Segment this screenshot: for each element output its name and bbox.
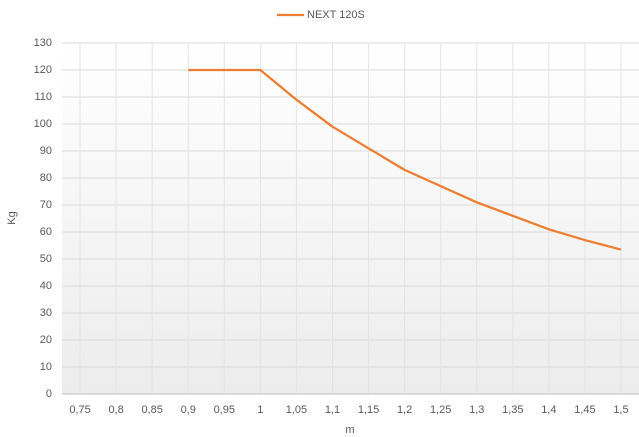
x-axis-label: m — [345, 424, 354, 436]
x-tick-label: 1,2 — [397, 404, 412, 416]
x-tick-label: 1,15 — [358, 404, 379, 416]
y-tick-label: 30 — [40, 307, 52, 319]
y-tick-label: 50 — [40, 253, 52, 265]
x-tick-label: 0,75 — [69, 404, 90, 416]
x-tick-label: 1,05 — [286, 404, 307, 416]
x-tick-label: 0,85 — [141, 404, 162, 416]
x-tick-label: 0,9 — [181, 404, 196, 416]
y-tick-label: 110 — [34, 91, 52, 103]
x-tick-label: 1,3 — [469, 404, 484, 416]
x-tick-label: 1,4 — [541, 404, 556, 416]
data-line — [188, 68, 622, 251]
y-tick-label: 60 — [40, 226, 52, 238]
y-axis-label: Kg — [6, 211, 18, 224]
legend-label: NEXT 120S — [307, 9, 365, 21]
y-tick-label: 70 — [40, 199, 52, 211]
y-tick-label: 0 — [46, 388, 52, 400]
y-tick-label: 40 — [40, 280, 52, 292]
plot-background — [62, 43, 639, 394]
y-tick-label: 90 — [40, 145, 52, 157]
y-tick-label: 100 — [34, 118, 52, 130]
x-tick-label: 1,25 — [430, 404, 451, 416]
y-tick-label: 130 — [34, 37, 52, 49]
y-tick-label: 80 — [40, 172, 52, 184]
y-tick-label: 10 — [40, 361, 52, 373]
x-tick-label: 1,5 — [613, 404, 628, 416]
x-tick-label: 0,95 — [214, 404, 235, 416]
x-tick-label: 1,1 — [325, 404, 340, 416]
x-tick-label: 0,8 — [108, 404, 123, 416]
y-tick-label: 20 — [40, 334, 52, 346]
x-tick-label: 1 — [257, 404, 263, 416]
x-tick-label: 1,45 — [574, 404, 595, 416]
y-tick-label: 120 — [34, 64, 52, 76]
x-tick-label: 1,35 — [502, 404, 523, 416]
